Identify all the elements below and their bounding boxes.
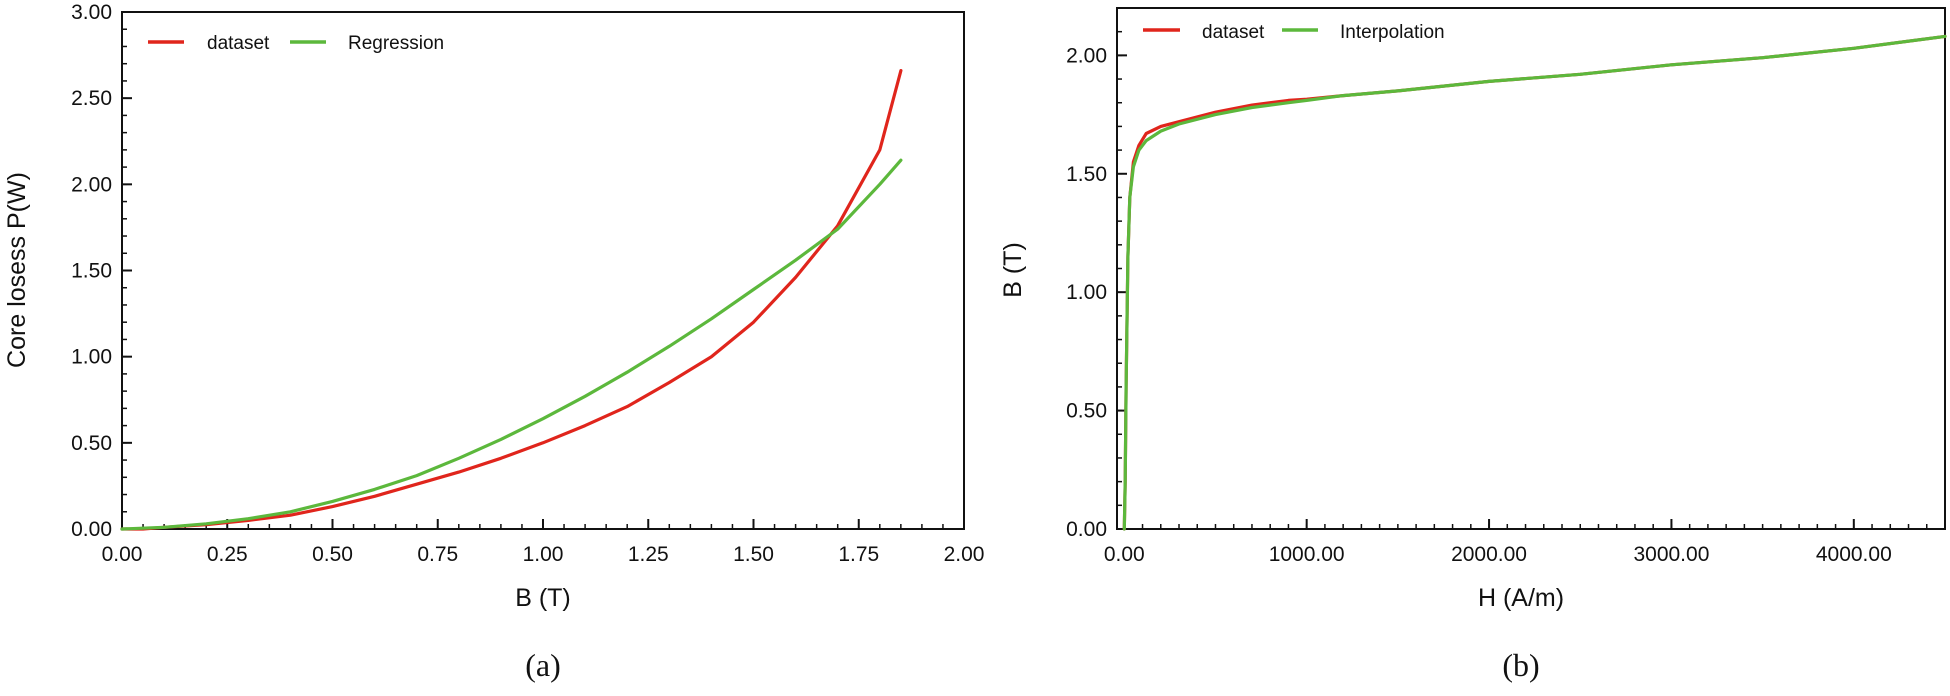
panel-b-plot-frame bbox=[1116, 7, 1946, 530]
x-tick-label: 1.25 bbox=[628, 543, 669, 566]
series-line-dataset bbox=[120, 69, 903, 531]
series-line-regression bbox=[120, 158, 903, 531]
x-tick-label: 3000.00 bbox=[1633, 543, 1709, 566]
x-tick-label: 0.00 bbox=[102, 543, 143, 566]
x-tick-label: 1.00 bbox=[523, 543, 564, 566]
series-line-interpolation bbox=[1122, 34, 1947, 531]
panel-b-bh-curve-chart: 0.00 1000.00 2000.00 3000.00 4000.00 0.00 0.5… bbox=[999, 7, 1947, 683]
panel-a-series bbox=[120, 69, 903, 531]
y-tick-label: 0.50 bbox=[71, 432, 112, 455]
y-tick-label: 3.00 bbox=[71, 1, 112, 24]
panel-a-legend: dataset Regression bbox=[148, 33, 444, 54]
y-tick-label: 2.00 bbox=[1066, 44, 1107, 67]
x-tick-label: 2000.00 bbox=[1451, 543, 1527, 566]
panel-b-y-axis-label: B (T) bbox=[999, 242, 1027, 298]
x-tick-label: 4000.00 bbox=[1816, 543, 1892, 566]
series-line-dataset bbox=[1122, 34, 1947, 531]
legend-interpolation-label: Interpolation bbox=[1340, 22, 1445, 43]
panel-a-x-axis-label: B (T) bbox=[515, 584, 571, 612]
panel-a-x-ticks: 0.00 0.25 0.50 0.75 1.00 1.25 1.50 1.75 2.00 bbox=[102, 519, 985, 566]
panel-a-core-loss-chart: 0.00 0.25 0.50 0.75 1.00 1.25 1.50 1.75 2.00 0.0… bbox=[3, 1, 984, 683]
y-tick-label: 1.00 bbox=[1066, 281, 1107, 304]
y-tick-label: 1.00 bbox=[71, 346, 112, 369]
y-tick-label: 0.00 bbox=[71, 518, 112, 541]
panel-b-series bbox=[1122, 34, 1947, 531]
x-tick-label: 0.00 bbox=[1104, 543, 1145, 566]
panel-b-y-ticks: 0.00 0.50 1.00 1.50 2.00 bbox=[1066, 7, 1127, 541]
x-tick-label: 0.50 bbox=[312, 543, 353, 566]
legend-dataset-label: dataset bbox=[207, 33, 270, 54]
panel-b-x-axis-label: H (A/m) bbox=[1478, 584, 1564, 612]
panel-b-caption: (b) bbox=[1502, 647, 1539, 683]
legend-regression-label: Regression bbox=[348, 33, 444, 54]
y-tick-label: 1.50 bbox=[1066, 163, 1107, 186]
x-tick-label: 0.25 bbox=[207, 543, 248, 566]
y-tick-label: 0.50 bbox=[1066, 400, 1107, 423]
panel-b-x-ticks: 0.00 1000.00 2000.00 3000.00 4000.00 bbox=[1104, 519, 1946, 566]
x-tick-label: 2.00 bbox=[944, 543, 985, 566]
panel-a-plot-frame bbox=[121, 11, 965, 530]
y-tick-label: 0.00 bbox=[1066, 518, 1107, 541]
x-tick-label: 1.50 bbox=[733, 543, 774, 566]
panel-a-y-axis-label: Core losess P(W) bbox=[3, 172, 31, 368]
panel-a-y-ticks: 0.00 0.50 1.00 1.50 2.00 2.50 3.00 bbox=[71, 1, 132, 541]
panel-a-caption: (a) bbox=[525, 647, 561, 683]
y-tick-label: 1.50 bbox=[71, 260, 112, 283]
x-tick-label: 1000.00 bbox=[1269, 543, 1345, 566]
y-tick-label: 2.50 bbox=[71, 87, 112, 110]
y-tick-label: 2.00 bbox=[71, 173, 112, 196]
legend-dataset-label: dataset bbox=[1202, 22, 1265, 43]
panel-b-legend: dataset Interpolation bbox=[1143, 22, 1445, 43]
x-tick-label: 0.75 bbox=[417, 543, 458, 566]
x-tick-label: 1.75 bbox=[838, 543, 879, 566]
